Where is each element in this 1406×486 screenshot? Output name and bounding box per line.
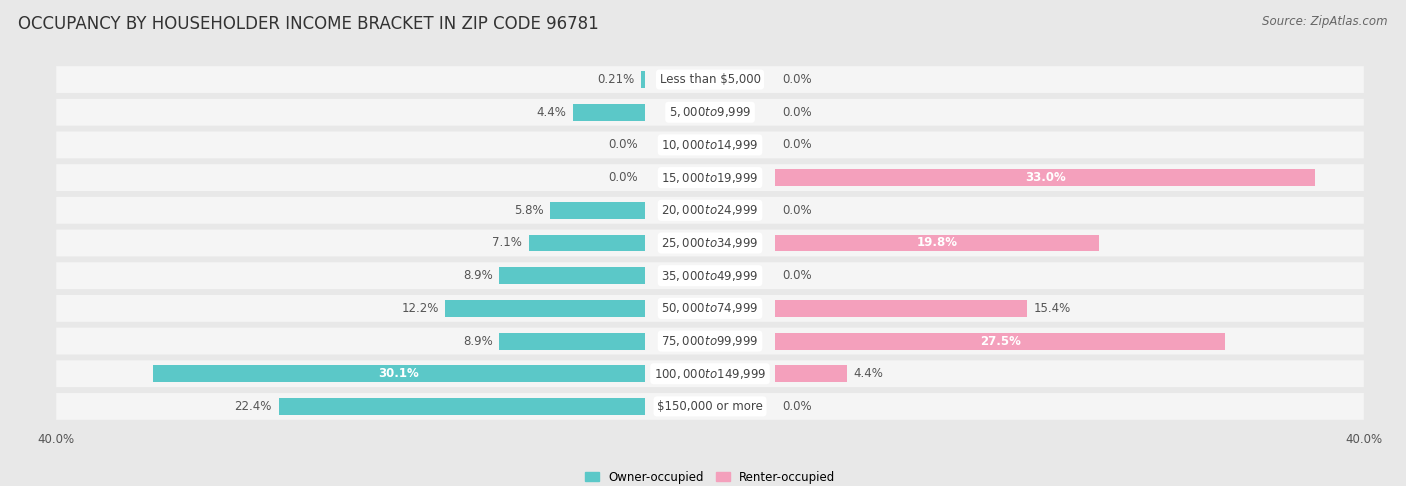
Text: $25,000 to $34,999: $25,000 to $34,999: [661, 236, 759, 250]
Bar: [776, 169, 1315, 186]
Text: Source: ZipAtlas.com: Source: ZipAtlas.com: [1263, 15, 1388, 28]
Text: $10,000 to $14,999: $10,000 to $14,999: [661, 138, 759, 152]
Bar: [550, 202, 644, 219]
Bar: [529, 235, 644, 251]
Text: 0.0%: 0.0%: [782, 73, 811, 86]
Bar: [572, 104, 644, 121]
Bar: [641, 71, 644, 88]
Text: 7.1%: 7.1%: [492, 237, 522, 249]
Text: 0.0%: 0.0%: [782, 204, 811, 217]
Text: 8.9%: 8.9%: [463, 334, 492, 347]
Text: 0.0%: 0.0%: [609, 139, 638, 152]
Text: 4.4%: 4.4%: [853, 367, 884, 380]
Text: $15,000 to $19,999: $15,000 to $19,999: [661, 171, 759, 185]
FancyBboxPatch shape: [56, 229, 1364, 257]
Text: 15.4%: 15.4%: [1033, 302, 1071, 315]
Text: 0.0%: 0.0%: [782, 400, 811, 413]
Bar: [499, 332, 644, 349]
Text: 30.1%: 30.1%: [378, 367, 419, 380]
FancyBboxPatch shape: [56, 99, 1364, 126]
Text: 8.9%: 8.9%: [463, 269, 492, 282]
Text: $75,000 to $99,999: $75,000 to $99,999: [661, 334, 759, 348]
Text: 0.0%: 0.0%: [782, 106, 811, 119]
Text: 0.0%: 0.0%: [782, 269, 811, 282]
Text: 0.21%: 0.21%: [598, 73, 634, 86]
Legend: Owner-occupied, Renter-occupied: Owner-occupied, Renter-occupied: [579, 466, 841, 486]
Text: 33.0%: 33.0%: [1025, 171, 1066, 184]
Text: 12.2%: 12.2%: [401, 302, 439, 315]
Text: 19.8%: 19.8%: [917, 237, 957, 249]
FancyBboxPatch shape: [56, 262, 1364, 289]
Text: Less than $5,000: Less than $5,000: [659, 73, 761, 86]
Text: 4.4%: 4.4%: [536, 106, 567, 119]
FancyBboxPatch shape: [56, 360, 1364, 387]
Bar: [153, 365, 644, 382]
Text: 27.5%: 27.5%: [980, 334, 1021, 347]
FancyBboxPatch shape: [56, 66, 1364, 93]
Bar: [499, 267, 644, 284]
Text: 22.4%: 22.4%: [235, 400, 271, 413]
Text: 0.0%: 0.0%: [609, 171, 638, 184]
Bar: [278, 398, 645, 415]
Text: $100,000 to $149,999: $100,000 to $149,999: [654, 367, 766, 381]
Text: $5,000 to $9,999: $5,000 to $9,999: [669, 105, 751, 119]
FancyBboxPatch shape: [56, 197, 1364, 224]
Text: $20,000 to $24,999: $20,000 to $24,999: [661, 203, 759, 217]
Bar: [446, 300, 644, 317]
Bar: [776, 365, 848, 382]
Text: 0.0%: 0.0%: [782, 139, 811, 152]
Bar: [776, 332, 1225, 349]
Text: $35,000 to $49,999: $35,000 to $49,999: [661, 269, 759, 283]
FancyBboxPatch shape: [56, 393, 1364, 420]
FancyBboxPatch shape: [56, 132, 1364, 158]
FancyBboxPatch shape: [56, 164, 1364, 191]
Text: OCCUPANCY BY HOUSEHOLDER INCOME BRACKET IN ZIP CODE 96781: OCCUPANCY BY HOUSEHOLDER INCOME BRACKET …: [18, 15, 599, 33]
FancyBboxPatch shape: [56, 295, 1364, 322]
FancyBboxPatch shape: [56, 328, 1364, 354]
Bar: [776, 300, 1028, 317]
Bar: [776, 235, 1099, 251]
Text: 5.8%: 5.8%: [513, 204, 543, 217]
Text: $50,000 to $74,999: $50,000 to $74,999: [661, 301, 759, 315]
Text: $150,000 or more: $150,000 or more: [657, 400, 763, 413]
